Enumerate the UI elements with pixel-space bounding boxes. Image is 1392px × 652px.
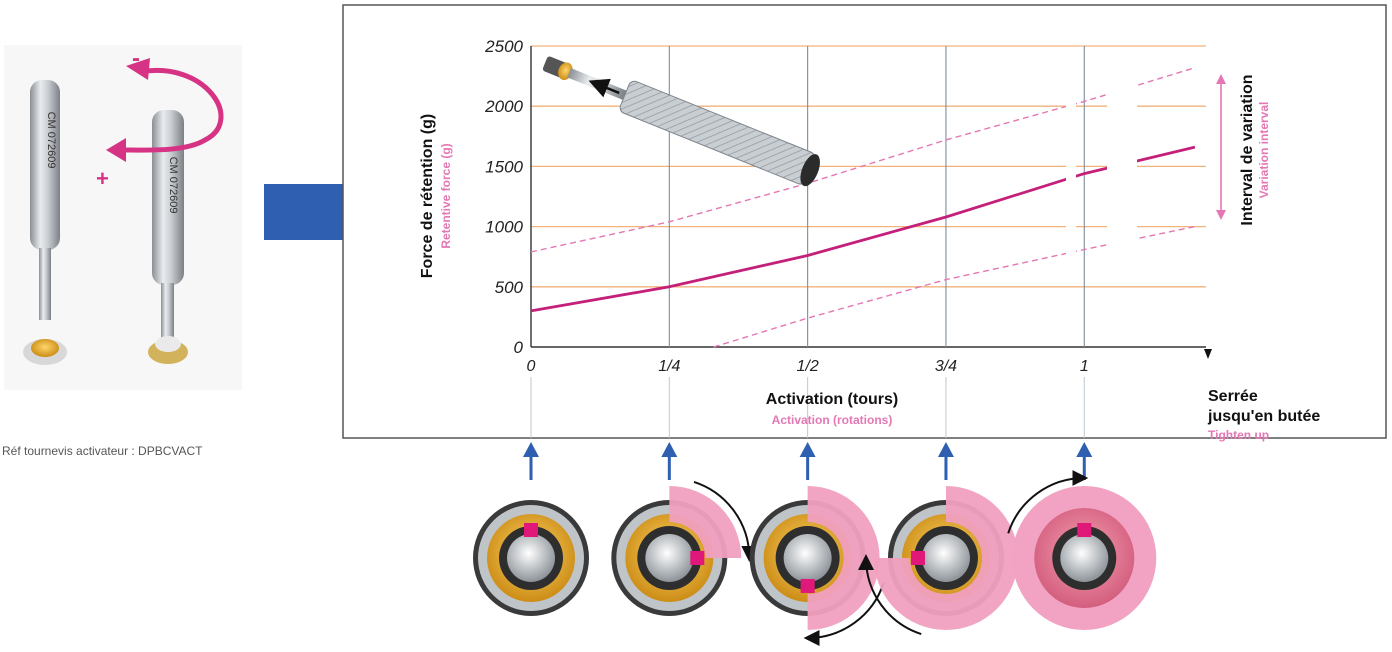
reference-label: Réf tournevis activateur : DPBCVACT	[2, 444, 203, 458]
screwdriver-illustration	[542, 56, 820, 187]
rotation-direction-icon	[858, 554, 922, 636]
x-axis-title: Activation (tours)	[766, 391, 898, 408]
retention-cap-center	[921, 534, 970, 582]
mask-bar-left	[1066, 75, 1076, 265]
activation-key-mark	[800, 579, 815, 593]
chart: 0 500 1000 1500 2000 2500 0 1/4 1/2 3/4 1 Force de …	[419, 37, 1320, 442]
rotation-direction-icon	[1007, 470, 1089, 534]
activation-key-mark	[910, 551, 925, 565]
step-pointer-head	[1076, 442, 1093, 457]
activation-key-mark	[1077, 523, 1092, 537]
activation-key-mark	[690, 551, 705, 565]
x-tick-label: 0	[527, 358, 536, 375]
end-label-line1: Serrée	[1208, 388, 1258, 405]
x-tick-label: 1/4	[658, 358, 680, 375]
y-tick-label: 2000	[484, 97, 523, 116]
activator-pin-right: CM 072609	[148, 110, 188, 364]
variation-arrow-head-down	[1216, 210, 1226, 220]
x-tick-label: 1	[1080, 358, 1089, 375]
right-axis-title: Interval de variation	[1239, 74, 1256, 225]
activation-sector	[807, 486, 880, 631]
activation-sector	[669, 486, 742, 558]
activation-sequence	[455, 442, 1207, 650]
y-tick-label: 1000	[485, 218, 523, 237]
variation-arrow-head-up	[1216, 74, 1226, 84]
retention-cap-center	[783, 534, 832, 582]
retention-cap-center	[507, 534, 555, 582]
right-axis-title-secondary: Variation interval	[1257, 102, 1271, 199]
y-tick-label: 500	[495, 278, 524, 297]
plus-sign: +	[96, 166, 109, 191]
step-pointer-head	[799, 442, 816, 457]
activation-key-mark	[524, 523, 538, 537]
end-label-line2: jusqu'en butée	[1207, 408, 1320, 425]
rotation-direction-icon	[693, 480, 758, 562]
step-pointer-head	[937, 442, 954, 457]
engraving-right: CM 072609	[167, 157, 179, 214]
y-tick-label: 0	[514, 338, 524, 357]
product-photo: CM 072609 CM 072609 - +	[4, 45, 242, 390]
y-tick-label: 2500	[484, 37, 523, 56]
y-axis-title-secondary: Retentive force (g)	[439, 143, 453, 248]
engraving-left: CM 072609	[45, 112, 57, 169]
y-tick-label: 1500	[485, 157, 523, 176]
step-pointer-head	[523, 442, 539, 457]
series-line	[530, 67, 1196, 253]
rotation-direction-icon	[803, 582, 885, 646]
rotation-arrow-icon: - +	[96, 45, 224, 191]
activator-pin-left: CM 072609	[23, 80, 67, 365]
x-tick-label: 1/2	[797, 358, 819, 375]
chart-frame	[342, 4, 1387, 439]
retention-cap-center	[1060, 534, 1109, 582]
x-tick-label: 3/4	[935, 358, 957, 375]
mask-bar-right	[1107, 55, 1137, 260]
retention-cap-center	[645, 534, 694, 582]
y-axis-title: Force de rétention (g)	[419, 114, 436, 278]
x-axis-title-secondary: Activation (rotations)	[772, 413, 893, 427]
minus-sign: -	[132, 45, 140, 72]
axis-end-icon	[1204, 349, 1212, 359]
step-pointer-head	[661, 442, 678, 457]
series-line	[530, 145, 1196, 313]
activation-sector	[874, 486, 1018, 630]
end-label-secondary: Tighten up	[1208, 428, 1269, 442]
